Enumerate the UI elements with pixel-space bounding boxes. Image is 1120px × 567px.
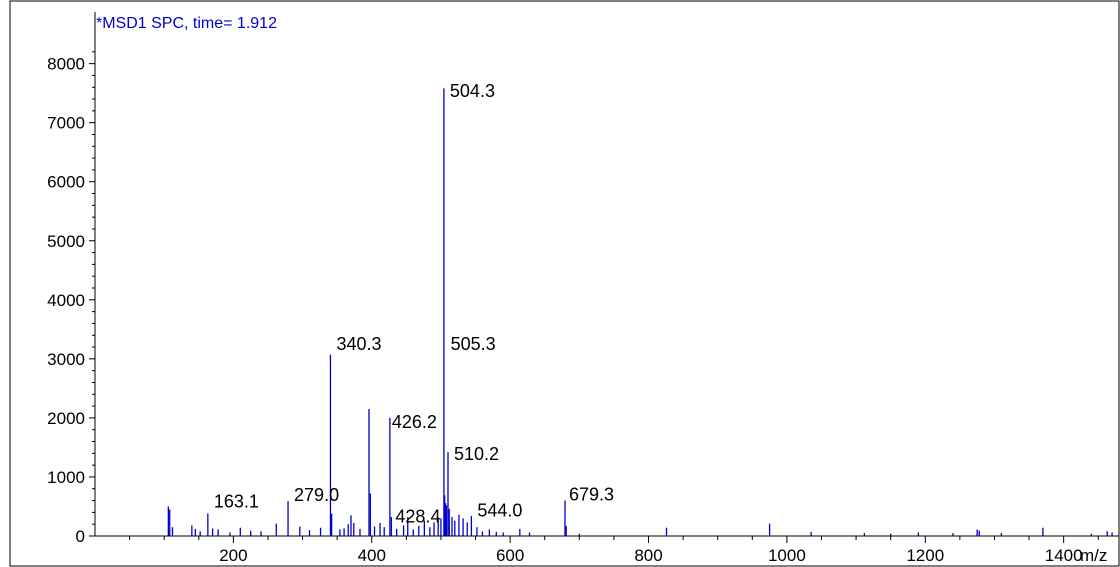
plot-frame <box>9 0 1120 567</box>
y-tick-label: 4000 <box>47 291 85 310</box>
y-tick-label: 2000 <box>47 409 85 428</box>
peak-label: 428.4 <box>395 507 440 527</box>
peak-label: 544.0 <box>477 501 522 521</box>
x-tick-label: 1200 <box>906 546 944 565</box>
peak-label: 510.2 <box>454 444 499 464</box>
y-tick-label: 0 <box>76 527 85 546</box>
peak-label: 679.3 <box>569 485 614 505</box>
labels-layer: 504.3 505.3 340.3 426.2 510.2 679.3 279.0 163.1… <box>214 81 614 526</box>
y-tick-label: 3000 <box>47 350 85 369</box>
peak-label: 426.2 <box>392 412 437 432</box>
y-tick-label: 7000 <box>47 114 85 133</box>
x-tick-label: 600 <box>496 546 524 565</box>
chart-title: *MSD1 SPC, time= 1.912 <box>96 15 277 32</box>
peak-label: 163.1 <box>214 492 259 512</box>
axes-layer: 0 1000 2000 3000 4000 5000 6000 7000 8000 200 400 6… <box>47 12 1119 565</box>
peak-label: 340.3 <box>336 334 381 354</box>
y-tick-label: 5000 <box>47 232 85 251</box>
peak-label: 504.3 <box>450 81 495 101</box>
y-tick-label: 1000 <box>47 468 85 487</box>
y-tick-label: 6000 <box>47 173 85 192</box>
x-axis-label: m/z <box>1080 546 1107 565</box>
peak-label: 279.0 <box>294 485 339 505</box>
x-tick-label: 400 <box>358 546 386 565</box>
x-tick-label: 200 <box>219 546 247 565</box>
peak-label: 505.3 <box>451 334 496 354</box>
bars-layer <box>167 88 1113 536</box>
y-tick-label: 8000 <box>47 55 85 74</box>
x-tick-label: 1000 <box>768 546 806 565</box>
x-tick-label: 1400 <box>1045 546 1083 565</box>
x-tick-label: 800 <box>634 546 662 565</box>
